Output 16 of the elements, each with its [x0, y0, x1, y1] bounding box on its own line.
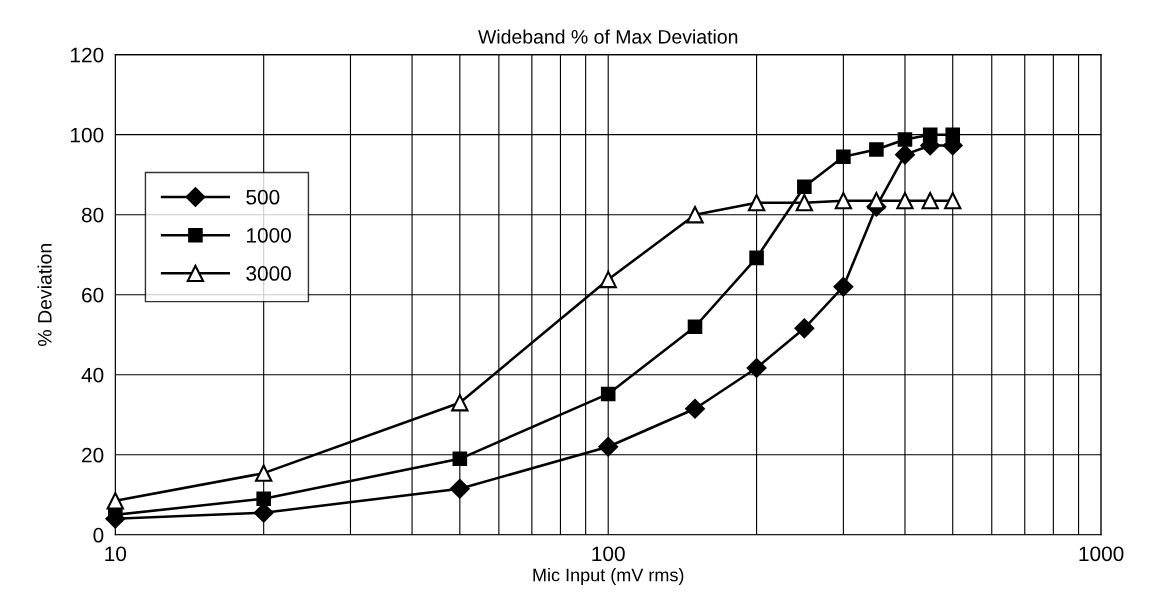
x-tick-label: 1000 [1079, 546, 1124, 562]
y-tick-label: 80 [81, 207, 104, 223]
y-tick-label: 40 [81, 367, 104, 383]
x-tick-label: 10 [105, 546, 127, 562]
legend-label: 500 [246, 189, 280, 205]
y-tick-label: 100 [71, 127, 104, 143]
y-tick-label: 0 [93, 527, 104, 543]
x-tick-label: 100 [592, 546, 625, 562]
legend-label: 1000 [247, 227, 291, 243]
y-tick-label: 60 [82, 287, 104, 303]
chart-title: Wideband % of Max Deviation [478, 29, 738, 44]
legend-label: 3000 [246, 266, 291, 281]
y-tick-label: 20 [82, 447, 104, 463]
y-axis-title: % Deviation [37, 244, 52, 346]
y-tick-label: 120 [71, 47, 104, 63]
x-axis-title: Mic Input (mV rms) [533, 568, 684, 585]
